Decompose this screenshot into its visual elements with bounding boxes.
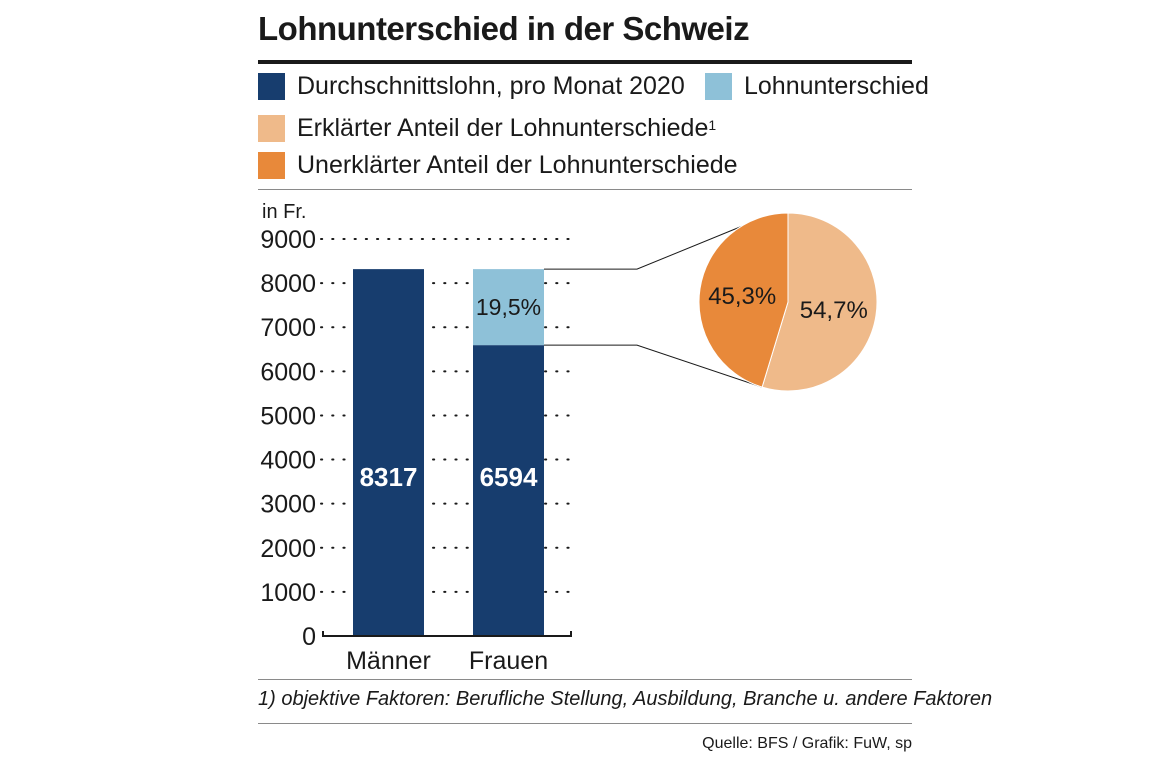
bar-layer: 8317 6594 19,5%	[353, 269, 544, 636]
y-tick-label: 5000	[260, 402, 316, 430]
y-tick-label: 2000	[260, 535, 316, 563]
y-tick-label: 1000	[260, 579, 316, 607]
connector-line-top	[544, 217, 763, 270]
legend-footnote-marker: 1	[708, 116, 717, 133]
footnote: 1) objektive Faktoren: Berufliche Stellu…	[258, 688, 993, 710]
footnote-divider-top	[258, 679, 912, 680]
y-tick-label: 3000	[260, 491, 316, 519]
legend-swatch-unerklaert	[258, 152, 285, 179]
legend-item-erklaert: Erklärter Anteil der Lohnunterschiede 1	[258, 114, 716, 143]
pie-slice-label: 54,7%	[800, 297, 868, 324]
connector-line-bottom	[544, 344, 763, 388]
axis-layer	[322, 631, 572, 637]
y-tick-label: 0	[302, 623, 316, 651]
y-axis-unit: in Fr.	[262, 201, 306, 223]
legend-label-erklaert: Erklärter Anteil der Lohnunterschiede	[297, 114, 709, 142]
legend-item-unerklaert: Unerklärter Anteil der Lohnunterschiede	[258, 151, 738, 180]
legend-item-durchschnittslohn: Durchschnittslohn, pro Monat 2020	[258, 72, 685, 101]
y-tick-label: 4000	[260, 447, 316, 475]
y-tick-label: 7000	[260, 314, 316, 342]
legend-label-lohnunterschied: Lohnunterschied	[744, 72, 929, 100]
pie-slice	[761, 212, 878, 392]
bar-durchschnittslohn	[353, 269, 424, 636]
y-axis-ticks: 0 1000 2000 3000 4000 5000 6000 7000 8000 9000	[260, 226, 316, 651]
y-tick-label: 9000	[260, 226, 316, 254]
y-tick-label: 6000	[260, 358, 316, 386]
legend-label-unerklaert: Unerklärter Anteil der Lohnunterschiede	[297, 151, 738, 179]
x-tick-label: Männer	[346, 647, 431, 675]
legend-swatch-erklaert	[258, 115, 285, 142]
x-axis-labels: Männer Frauen	[346, 647, 548, 675]
bar-durchschnittslohn	[473, 345, 544, 636]
legend-item-lohnunterschied: Lohnunterschied	[705, 72, 929, 101]
chart-title: Lohnunterschied in der Schweiz	[258, 10, 750, 47]
bar-value-label: 8317	[360, 462, 418, 492]
gap-percent-label: 19,5%	[476, 294, 541, 320]
bar-value-label: 6594	[480, 462, 538, 492]
legend-label-durchschnittslohn: Durchschnittslohn, pro Monat 2020	[297, 72, 685, 100]
pie-slice-label: 45,3%	[708, 283, 776, 310]
legend-swatch-lohnunterschied	[705, 73, 732, 100]
footnote-divider-bottom	[258, 723, 912, 724]
legend: Durchschnittslohn, pro Monat 2020 Lohnun…	[258, 66, 929, 188]
pie-connector	[544, 217, 763, 388]
source-credit: Quelle: BFS / Grafik: FuW, sp	[702, 735, 912, 752]
bar-lohnunterschied	[473, 269, 544, 346]
x-tick-label: Frauen	[469, 647, 548, 675]
legend-divider	[258, 189, 912, 190]
pie-chart: 54,7% 45,3%	[698, 212, 878, 392]
title-rule	[258, 60, 912, 64]
legend-swatch-durchschnittslohn	[258, 73, 285, 100]
y-tick-label: 8000	[260, 270, 316, 298]
pie-slice	[698, 212, 789, 388]
